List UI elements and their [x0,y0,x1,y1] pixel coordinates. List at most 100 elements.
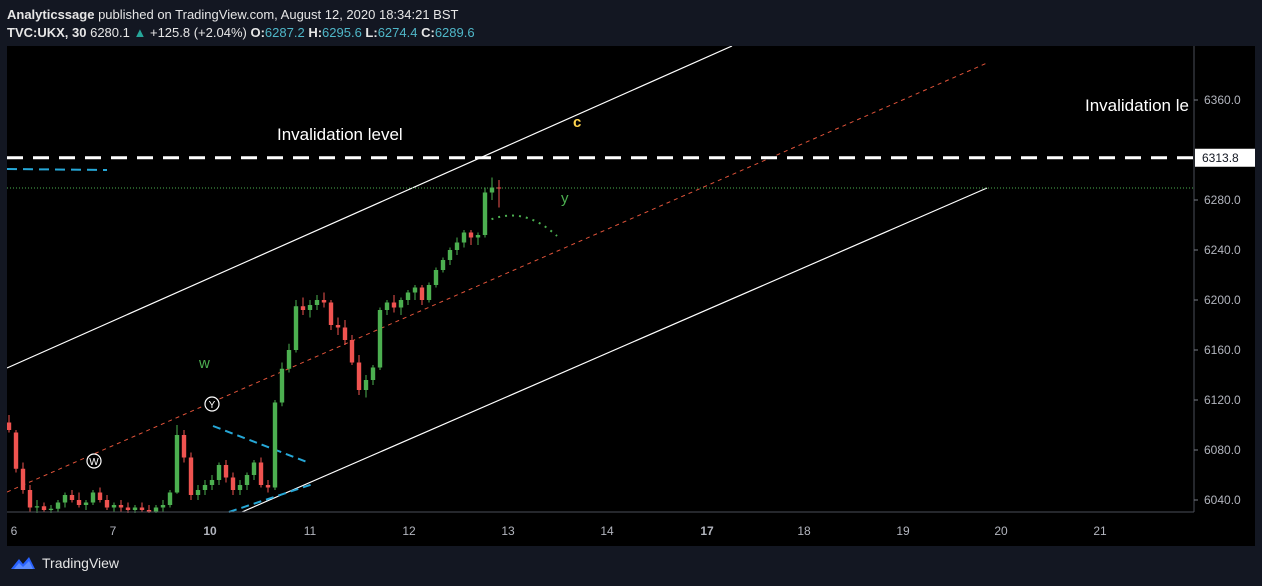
candle-body [384,302,390,310]
close-label: C: [421,25,435,40]
median-channel-line [7,62,988,493]
candle-body [139,507,145,510]
candle-body [286,350,292,369]
wave-w-label: w [198,355,210,372]
candle-body [41,506,47,510]
candle-body [167,492,173,505]
x-tick-label: 7 [110,524,117,538]
candle-body [251,462,257,475]
circle-w-text: W [89,457,99,468]
wave-y-label: y [561,190,569,207]
change-value: +125.8 (+2.04%) [149,25,247,40]
invalidation-price-label: 6313.8 [1202,151,1239,165]
candle-body [447,250,453,260]
open-value: 6287.2 [264,25,305,40]
close-value: 6289.6 [434,25,475,40]
chart-area[interactable]: Invalidation level Invalidation le w y c W Y 6… [7,46,1255,546]
candle-body [209,480,215,485]
candle-body [181,435,187,458]
candle-body [279,368,285,403]
candle-body [265,485,271,488]
candle-body [69,495,75,500]
candle-body [349,340,355,363]
low-label: L: [365,25,378,40]
x-tick-label: 11 [304,524,317,538]
candle-body [468,232,474,238]
candle-body [195,490,201,495]
candle-body [83,502,89,505]
candle-body [118,505,124,508]
candle-body [454,242,460,250]
candle-body [237,485,243,490]
cyan-dashed-line [7,168,108,171]
invalidation-label-right: Invalidation le [1085,96,1189,115]
y-tick-label: 6160.0 [1204,343,1241,357]
candle-body [489,187,495,193]
candle-body [125,507,131,510]
tradingview-logo-icon [11,557,35,569]
y-tick-label: 6120.0 [1204,393,1241,407]
y-tick-label: 6240.0 [1204,243,1241,257]
candle-body [433,270,439,285]
y-tick-label: 6080.0 [1204,443,1241,457]
candle-body [461,232,467,243]
price-chart[interactable]: Invalidation level Invalidation le w y c W Y 6… [7,46,1255,546]
invalidation-price-tag [1195,148,1255,167]
x-tick-label: 14 [600,524,614,538]
candle-body [293,306,299,350]
candle-body [370,367,376,380]
candle-body [426,285,432,300]
candle-body [405,292,411,300]
y-tick-label: 6200.0 [1204,293,1241,307]
candle-body [356,362,362,390]
x-tick-label: 6 [11,524,18,538]
author-name[interactable]: Analyticssage [7,7,95,22]
candle-body [398,300,404,308]
candle-body [482,192,488,235]
candle-body [363,380,369,390]
candle-body [153,507,159,513]
candle-body [496,187,502,189]
y-tick-label: 6040.0 [1204,493,1241,507]
publish-info: published on TradingView.com, August 12,… [98,7,459,22]
lower-channel-line [241,187,988,513]
candle-body [48,508,54,510]
circle-y-marker [204,396,220,412]
y-tick-label: 6280.0 [1204,193,1241,207]
open-label: O: [250,25,265,40]
candle-body [335,325,341,328]
invalidation-label-left: Invalidation level [277,125,403,144]
candle-body [244,475,250,485]
upper-channel-line [7,46,733,369]
symbol-label: TVC:UKX, 30 [7,25,87,40]
candle-body [377,310,383,368]
candle-body [440,260,446,270]
x-tick-label: 20 [994,524,1008,538]
triangle-upper-line [212,425,308,463]
high-label: H: [308,25,323,40]
x-tick-label: 21 [1093,524,1107,538]
candle-body [13,432,19,469]
candle-body [174,435,180,493]
candle-body [321,300,327,303]
candle-body [475,235,481,238]
circle-w-marker [86,453,102,469]
candle-body [202,485,208,490]
x-tick-label: 18 [797,524,811,538]
tradingview-footer[interactable]: TradingView [10,555,119,571]
candle-body [90,492,96,503]
candle-body [307,305,313,310]
x-tick-label: 12 [402,524,416,538]
triangle-lower-line [228,483,314,513]
high-value: 6295.6 [322,25,362,40]
candle-body [188,457,194,495]
x-tick-label: 13 [501,524,515,538]
candle-body [314,300,320,305]
candle-body [111,505,117,508]
candle-body [230,477,236,490]
candle-body [132,507,138,510]
candle-body [160,505,166,508]
candle-body [97,492,103,500]
circle-y-text: Y [209,400,216,411]
candle-body [412,287,418,293]
